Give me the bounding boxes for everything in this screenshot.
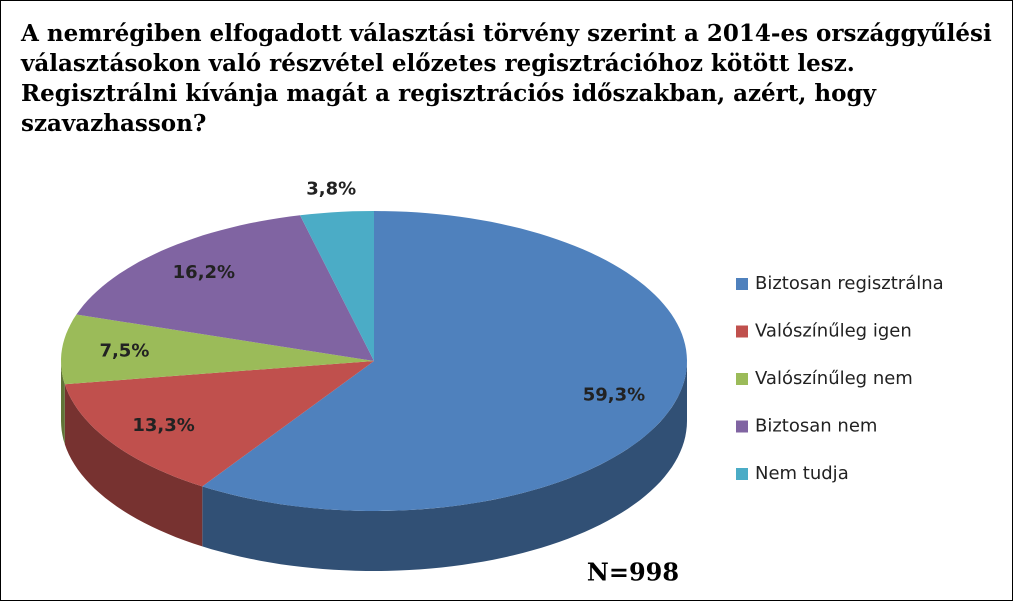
pie-side <box>202 361 688 571</box>
pie-slice <box>64 361 375 487</box>
chart-title: A nemrégiben elfogadott választási törvé… <box>21 20 992 137</box>
data-label: 3,8% <box>306 179 356 200</box>
legend-label: Valószínűleg nem <box>755 368 913 389</box>
pie-slice <box>76 215 375 361</box>
pie-side <box>64 384 203 547</box>
data-label: 16,2% <box>173 262 235 283</box>
legend-label: Nem tudja <box>755 463 849 484</box>
legend-swatch <box>736 468 748 480</box>
annotation: N=998 <box>587 558 679 587</box>
pie-side <box>61 361 65 445</box>
pie-slice <box>61 314 374 385</box>
legend-swatch <box>736 420 748 433</box>
data-label: 13,3% <box>132 415 194 436</box>
data-label: 59,3% <box>583 384 645 405</box>
legend-label: Biztosan regisztrálna <box>755 273 944 294</box>
legend-label: Valószínűleg igen <box>755 321 912 342</box>
legend-swatch <box>736 325 748 338</box>
pie-slice <box>202 211 688 511</box>
data-label: 7,5% <box>99 340 149 361</box>
legend-label: Biztosan nem <box>755 416 877 437</box>
legend-swatch <box>736 278 748 290</box>
pie-slice <box>300 211 374 361</box>
legend-swatch <box>736 373 748 385</box>
